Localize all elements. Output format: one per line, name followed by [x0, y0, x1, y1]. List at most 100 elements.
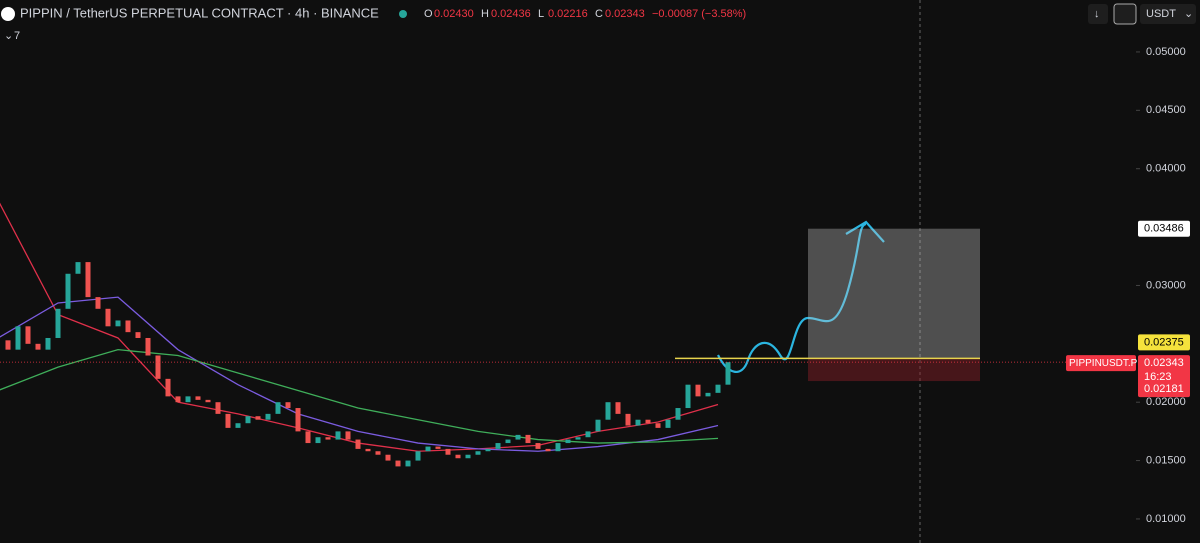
- candle: [405, 460, 411, 467]
- refresh-button[interactable]: [1113, 3, 1137, 25]
- candle: [535, 443, 541, 449]
- candle: [285, 402, 291, 409]
- symbol-tag-box: [1066, 355, 1136, 372]
- candle: [435, 446, 441, 449]
- candle: [545, 448, 551, 452]
- candle: [685, 384, 691, 409]
- ohlc-value: 0.02430: [434, 8, 474, 20]
- candle: [525, 434, 531, 444]
- ohlc-key: L: [538, 8, 544, 20]
- candle: [225, 413, 231, 428]
- target-tag: 0.03486: [1144, 223, 1184, 235]
- candle: [95, 297, 101, 309]
- candle: [195, 396, 201, 400]
- candle: [615, 402, 621, 414]
- candle: [335, 431, 341, 440]
- candle: [515, 434, 521, 440]
- candle: [385, 454, 391, 461]
- symbol-tag: PIPPINUSDT.P: [1069, 358, 1138, 369]
- candle: [345, 431, 351, 440]
- candle: [445, 448, 451, 455]
- stop-tag: 0.02181: [1144, 383, 1184, 395]
- ohlc: O 0.02430 H 0.02436 L 0.02216 C 0.02343: [424, 8, 645, 20]
- candle: [475, 451, 481, 455]
- candle: [275, 402, 281, 414]
- entry-tag: 0.02375: [1144, 336, 1184, 348]
- candle: [135, 332, 141, 338]
- indicator-count[interactable]: 7: [14, 30, 20, 42]
- candle: [175, 396, 181, 403]
- candle: [55, 308, 61, 338]
- candle: [665, 419, 671, 428]
- candle: [155, 355, 161, 379]
- ohlc-value: 0.02343: [605, 8, 645, 20]
- currency-select[interactable]: [1140, 4, 1196, 24]
- candle: [165, 378, 171, 397]
- candle: [715, 384, 721, 393]
- y-tick-label: 0.01000: [1146, 513, 1186, 525]
- currency: USDT: [1146, 8, 1176, 20]
- countdown: 16:23: [1144, 371, 1172, 383]
- ohlc-value: 0.02216: [548, 8, 588, 20]
- candle: [115, 320, 121, 327]
- last-tag: 0.02343: [1144, 357, 1184, 369]
- candle: [655, 423, 661, 428]
- candle: [375, 451, 381, 455]
- candle: [695, 384, 701, 397]
- projection-arrow: [717, 220, 885, 373]
- candle: [265, 413, 271, 420]
- candle: [65, 273, 71, 309]
- candle: [605, 402, 611, 420]
- candle: [365, 448, 371, 452]
- download-icon: ↓: [1094, 8, 1100, 20]
- candle: [645, 419, 651, 424]
- candle: [185, 396, 191, 403]
- candle: [235, 423, 241, 428]
- candle: [295, 408, 301, 432]
- y-tick-label: 0.03000: [1146, 279, 1186, 291]
- stop-tag-box: [1138, 381, 1190, 398]
- download-button[interactable]: [1088, 4, 1108, 24]
- symbol-icon: [1, 7, 15, 21]
- candle: [465, 454, 471, 459]
- symbol: PIPPIN / TetherUS PERPETUAL CONTRACT · 4…: [20, 5, 379, 20]
- moving-average: [0, 349, 719, 444]
- candle: [15, 326, 21, 350]
- candle: [75, 262, 81, 274]
- candle: [145, 337, 151, 356]
- candle: [485, 448, 491, 452]
- candle: [595, 419, 601, 432]
- candle: [325, 437, 331, 440]
- candle: [45, 337, 51, 350]
- candle: [125, 320, 131, 333]
- y-tick-label: 0.01500: [1146, 454, 1186, 466]
- candle: [585, 431, 591, 438]
- candle: [455, 454, 461, 459]
- candle: [675, 408, 681, 420]
- candle: [425, 446, 431, 452]
- status-dot: [399, 10, 407, 18]
- candle: [415, 451, 421, 461]
- ohlc-value: 0.02436: [491, 8, 531, 20]
- candle: [25, 326, 31, 344]
- y-tick-label: 0.04500: [1146, 104, 1186, 116]
- candle: [565, 439, 571, 444]
- stop-zone: [808, 358, 980, 382]
- currency-caret: ⌄: [1184, 8, 1193, 20]
- ohlc-key: C: [595, 8, 603, 20]
- last-tag-box: [1138, 355, 1190, 386]
- indicator-toggle[interactable]: ⌄: [4, 30, 13, 42]
- y-tick-label: 0.02000: [1146, 396, 1186, 408]
- candle: [575, 437, 581, 440]
- plot: 0.05000 0.04500 0.04000 0.03000 0.02000 0.015…: [0, 46, 1190, 525]
- candle: [725, 362, 731, 385]
- candle: [245, 416, 251, 424]
- candle: [625, 413, 631, 426]
- candle: [105, 308, 111, 327]
- ohlc-key: H: [481, 8, 489, 20]
- candle: [395, 460, 401, 467]
- ohlc-key: O: [424, 8, 433, 20]
- candle: [215, 402, 221, 414]
